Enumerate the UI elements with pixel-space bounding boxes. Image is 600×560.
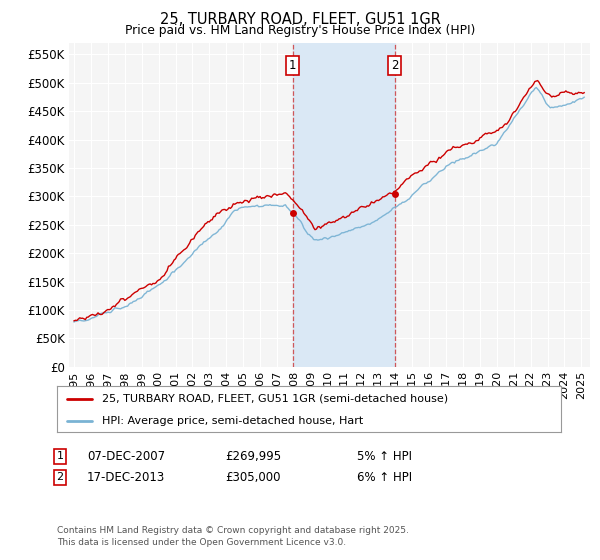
Text: 1: 1	[56, 451, 64, 461]
Text: Price paid vs. HM Land Registry's House Price Index (HPI): Price paid vs. HM Land Registry's House …	[125, 24, 475, 36]
Text: £269,995: £269,995	[225, 450, 281, 463]
Text: 25, TURBARY ROAD, FLEET, GU51 1GR: 25, TURBARY ROAD, FLEET, GU51 1GR	[160, 12, 440, 27]
Text: Contains HM Land Registry data © Crown copyright and database right 2025.
This d: Contains HM Land Registry data © Crown c…	[57, 526, 409, 547]
Text: 17-DEC-2013: 17-DEC-2013	[87, 470, 165, 484]
Text: HPI: Average price, semi-detached house, Hart: HPI: Average price, semi-detached house,…	[103, 416, 364, 426]
Bar	[293, 43, 395, 367]
Text: 5% ↑ HPI: 5% ↑ HPI	[357, 450, 412, 463]
Text: 2: 2	[391, 59, 398, 72]
Text: 25, TURBARY ROAD, FLEET, GU51 1GR (semi-detached house): 25, TURBARY ROAD, FLEET, GU51 1GR (semi-…	[103, 394, 448, 404]
Text: 6% ↑ HPI: 6% ↑ HPI	[357, 470, 412, 484]
Text: 07-DEC-2007: 07-DEC-2007	[87, 450, 165, 463]
Text: 2: 2	[56, 472, 64, 482]
Text: 1: 1	[289, 59, 296, 72]
Text: £305,000: £305,000	[225, 470, 281, 484]
